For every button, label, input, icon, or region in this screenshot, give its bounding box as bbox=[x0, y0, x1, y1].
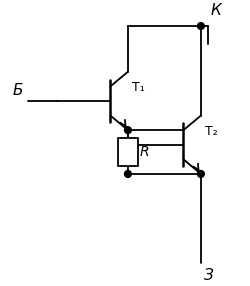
Circle shape bbox=[198, 170, 204, 177]
Circle shape bbox=[198, 23, 204, 29]
Circle shape bbox=[124, 127, 131, 134]
Circle shape bbox=[124, 170, 131, 177]
Text: T₁: T₁ bbox=[132, 81, 144, 94]
Text: Б: Б bbox=[13, 83, 23, 98]
Text: T₂: T₂ bbox=[205, 125, 218, 138]
Text: З: З bbox=[204, 268, 214, 283]
Bar bbox=[118, 138, 138, 166]
Text: К: К bbox=[211, 3, 222, 18]
Text: R: R bbox=[140, 145, 149, 159]
